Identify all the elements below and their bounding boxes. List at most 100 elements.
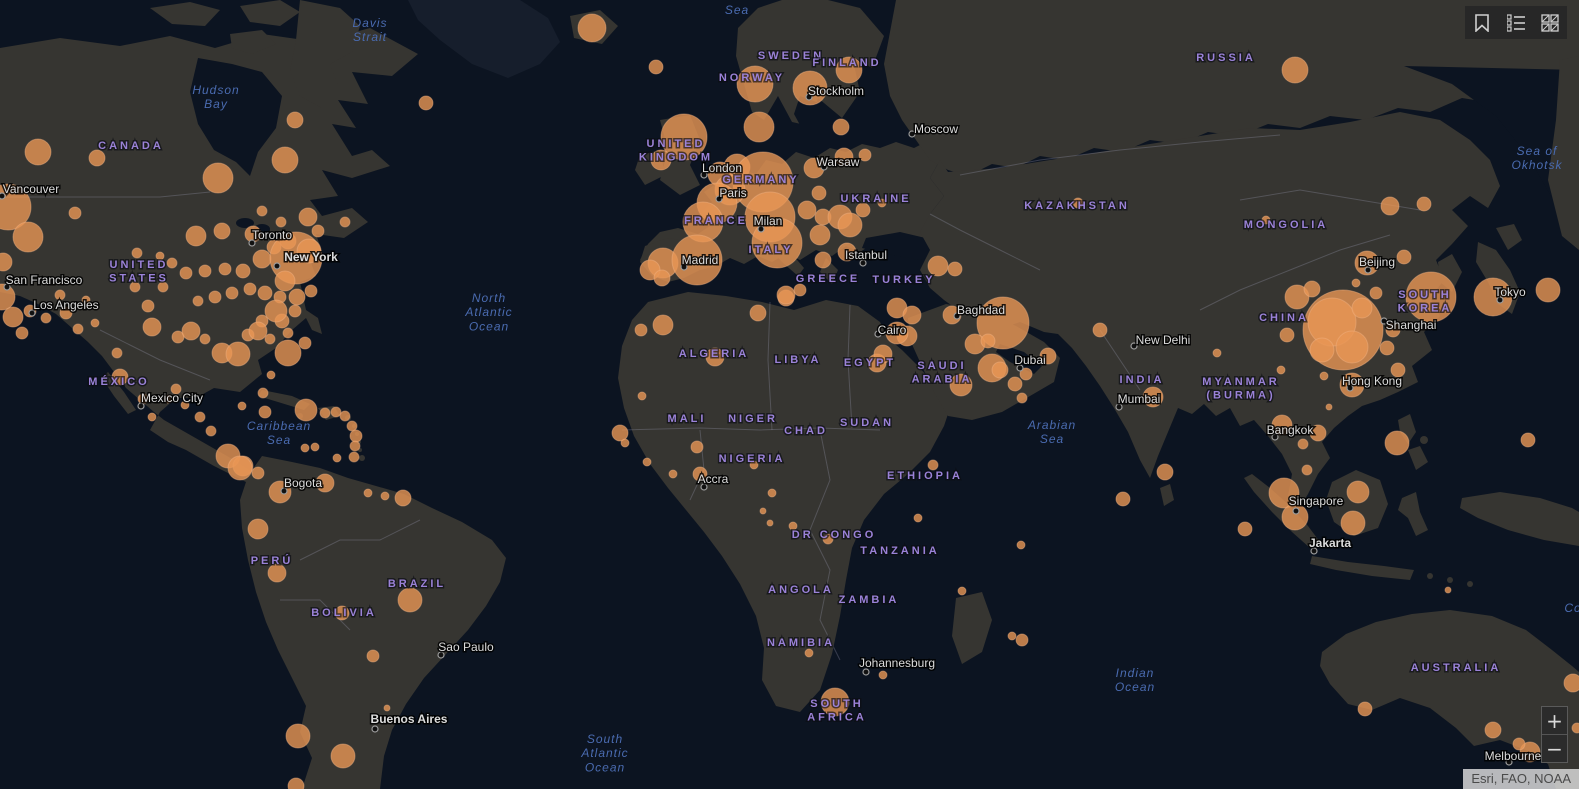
case-bubble[interactable] <box>285 723 311 749</box>
case-bubble[interactable] <box>913 513 923 523</box>
case-bubble[interactable] <box>652 314 674 336</box>
case-bubble[interactable] <box>705 347 725 367</box>
case-bubble[interactable] <box>90 318 100 328</box>
case-bubble[interactable] <box>1357 701 1373 717</box>
case-bubble[interactable] <box>1142 386 1164 408</box>
case-bubble[interactable] <box>1156 463 1174 481</box>
case-bubble[interactable] <box>1279 327 1295 343</box>
case-bubble[interactable] <box>225 286 239 300</box>
case-bubble[interactable] <box>363 488 373 498</box>
case-bubble[interactable] <box>949 373 973 397</box>
case-bubble[interactable] <box>832 118 850 136</box>
case-bubble[interactable] <box>1319 371 1329 381</box>
case-bubble[interactable] <box>1016 540 1026 550</box>
case-bubble[interactable] <box>264 333 276 345</box>
case-bubble[interactable] <box>157 281 169 293</box>
case-bubble[interactable] <box>24 138 52 166</box>
case-bubble[interactable] <box>111 368 129 386</box>
case-bubble[interactable] <box>1309 424 1327 442</box>
case-bubble[interactable] <box>1405 271 1457 323</box>
case-bubble[interactable] <box>40 312 52 324</box>
case-bubble[interactable] <box>1276 365 1286 375</box>
case-bubble[interactable] <box>163 394 173 404</box>
case-bubble[interactable] <box>1268 477 1300 509</box>
case-bubble[interactable] <box>653 269 671 287</box>
case-bubble[interactable] <box>251 466 265 480</box>
case-bubble[interactable] <box>668 469 678 479</box>
case-bubble[interactable] <box>855 202 871 218</box>
case-bubble[interactable] <box>258 405 272 419</box>
case-bubble[interactable] <box>1261 215 1271 225</box>
case-bubble[interactable] <box>81 295 91 305</box>
case-bubble[interactable] <box>1385 322 1401 338</box>
case-bubble[interactable] <box>1473 277 1513 317</box>
case-bubble[interactable] <box>1520 432 1536 448</box>
case-bubble[interactable] <box>349 429 363 443</box>
case-bubble[interactable] <box>759 507 767 515</box>
case-bubble[interactable] <box>1271 414 1293 436</box>
case-bubble[interactable] <box>213 222 231 240</box>
case-bubble[interactable] <box>0 183 32 231</box>
case-bubble[interactable] <box>637 391 647 401</box>
case-bubble[interactable] <box>835 56 863 84</box>
case-bubble[interactable] <box>268 480 292 504</box>
case-bubble[interactable] <box>12 221 44 253</box>
case-bubble[interactable] <box>319 407 331 419</box>
case-bubble[interactable] <box>947 261 963 277</box>
case-bubble[interactable] <box>743 111 775 143</box>
case-bubble[interactable] <box>811 185 827 201</box>
case-bubble[interactable] <box>208 290 222 304</box>
case-bubble[interactable] <box>642 457 652 467</box>
case-bubble[interactable] <box>858 148 872 162</box>
case-bubble[interactable] <box>1092 322 1108 338</box>
case-bubble[interactable] <box>1297 438 1309 450</box>
case-bubble[interactable] <box>256 205 268 217</box>
case-bubble[interactable] <box>957 586 967 596</box>
case-bubble[interactable] <box>1309 337 1335 363</box>
case-bubble[interactable] <box>346 420 358 432</box>
case-bubble[interactable] <box>235 263 251 279</box>
case-bubble[interactable] <box>155 251 165 261</box>
case-bubble[interactable] <box>257 285 273 301</box>
case-bubble[interactable] <box>198 264 212 278</box>
case-bubble[interactable] <box>68 206 82 220</box>
case-bubble[interactable] <box>202 162 234 194</box>
case-bubble[interactable] <box>1380 196 1400 216</box>
case-bubble[interactable] <box>793 283 807 297</box>
case-bubble[interactable] <box>2 306 24 328</box>
case-bubble[interactable] <box>1039 347 1057 365</box>
case-bubble[interactable] <box>199 333 211 345</box>
case-bubble[interactable] <box>243 282 257 296</box>
case-bubble[interactable] <box>878 670 888 680</box>
case-bubble[interactable] <box>1346 480 1370 504</box>
case-bubble[interactable] <box>348 451 360 463</box>
case-bubble[interactable] <box>1284 284 1310 310</box>
case-bubble[interactable] <box>749 304 767 322</box>
case-bubble[interactable] <box>902 305 922 325</box>
case-bubble[interactable] <box>141 299 155 313</box>
case-bubble[interactable] <box>1396 249 1412 265</box>
case-bubble[interactable] <box>142 317 162 337</box>
case-bubble[interactable] <box>298 336 312 350</box>
case-bubble[interactable] <box>660 113 708 161</box>
case-bubble[interactable] <box>1484 721 1502 739</box>
case-bubble[interactable] <box>205 425 217 437</box>
case-bubble[interactable] <box>147 412 157 422</box>
case-bubble[interactable] <box>991 361 1009 379</box>
case-bubble[interactable] <box>797 200 817 220</box>
case-bubble[interactable] <box>181 321 201 341</box>
case-bubble[interactable] <box>1416 196 1432 212</box>
case-bubble[interactable] <box>1512 737 1526 751</box>
case-bubble[interactable] <box>252 249 272 269</box>
case-bubble[interactable] <box>766 519 774 527</box>
case-bubble[interactable] <box>271 146 299 174</box>
case-bubble[interactable] <box>339 410 351 422</box>
case-bubble[interactable] <box>129 281 141 293</box>
case-bubble[interactable] <box>339 216 351 228</box>
case-bubble[interactable] <box>304 284 318 298</box>
case-bubble[interactable] <box>166 257 178 269</box>
case-bubble[interactable] <box>1015 633 1029 647</box>
case-bubble[interactable] <box>15 326 29 340</box>
